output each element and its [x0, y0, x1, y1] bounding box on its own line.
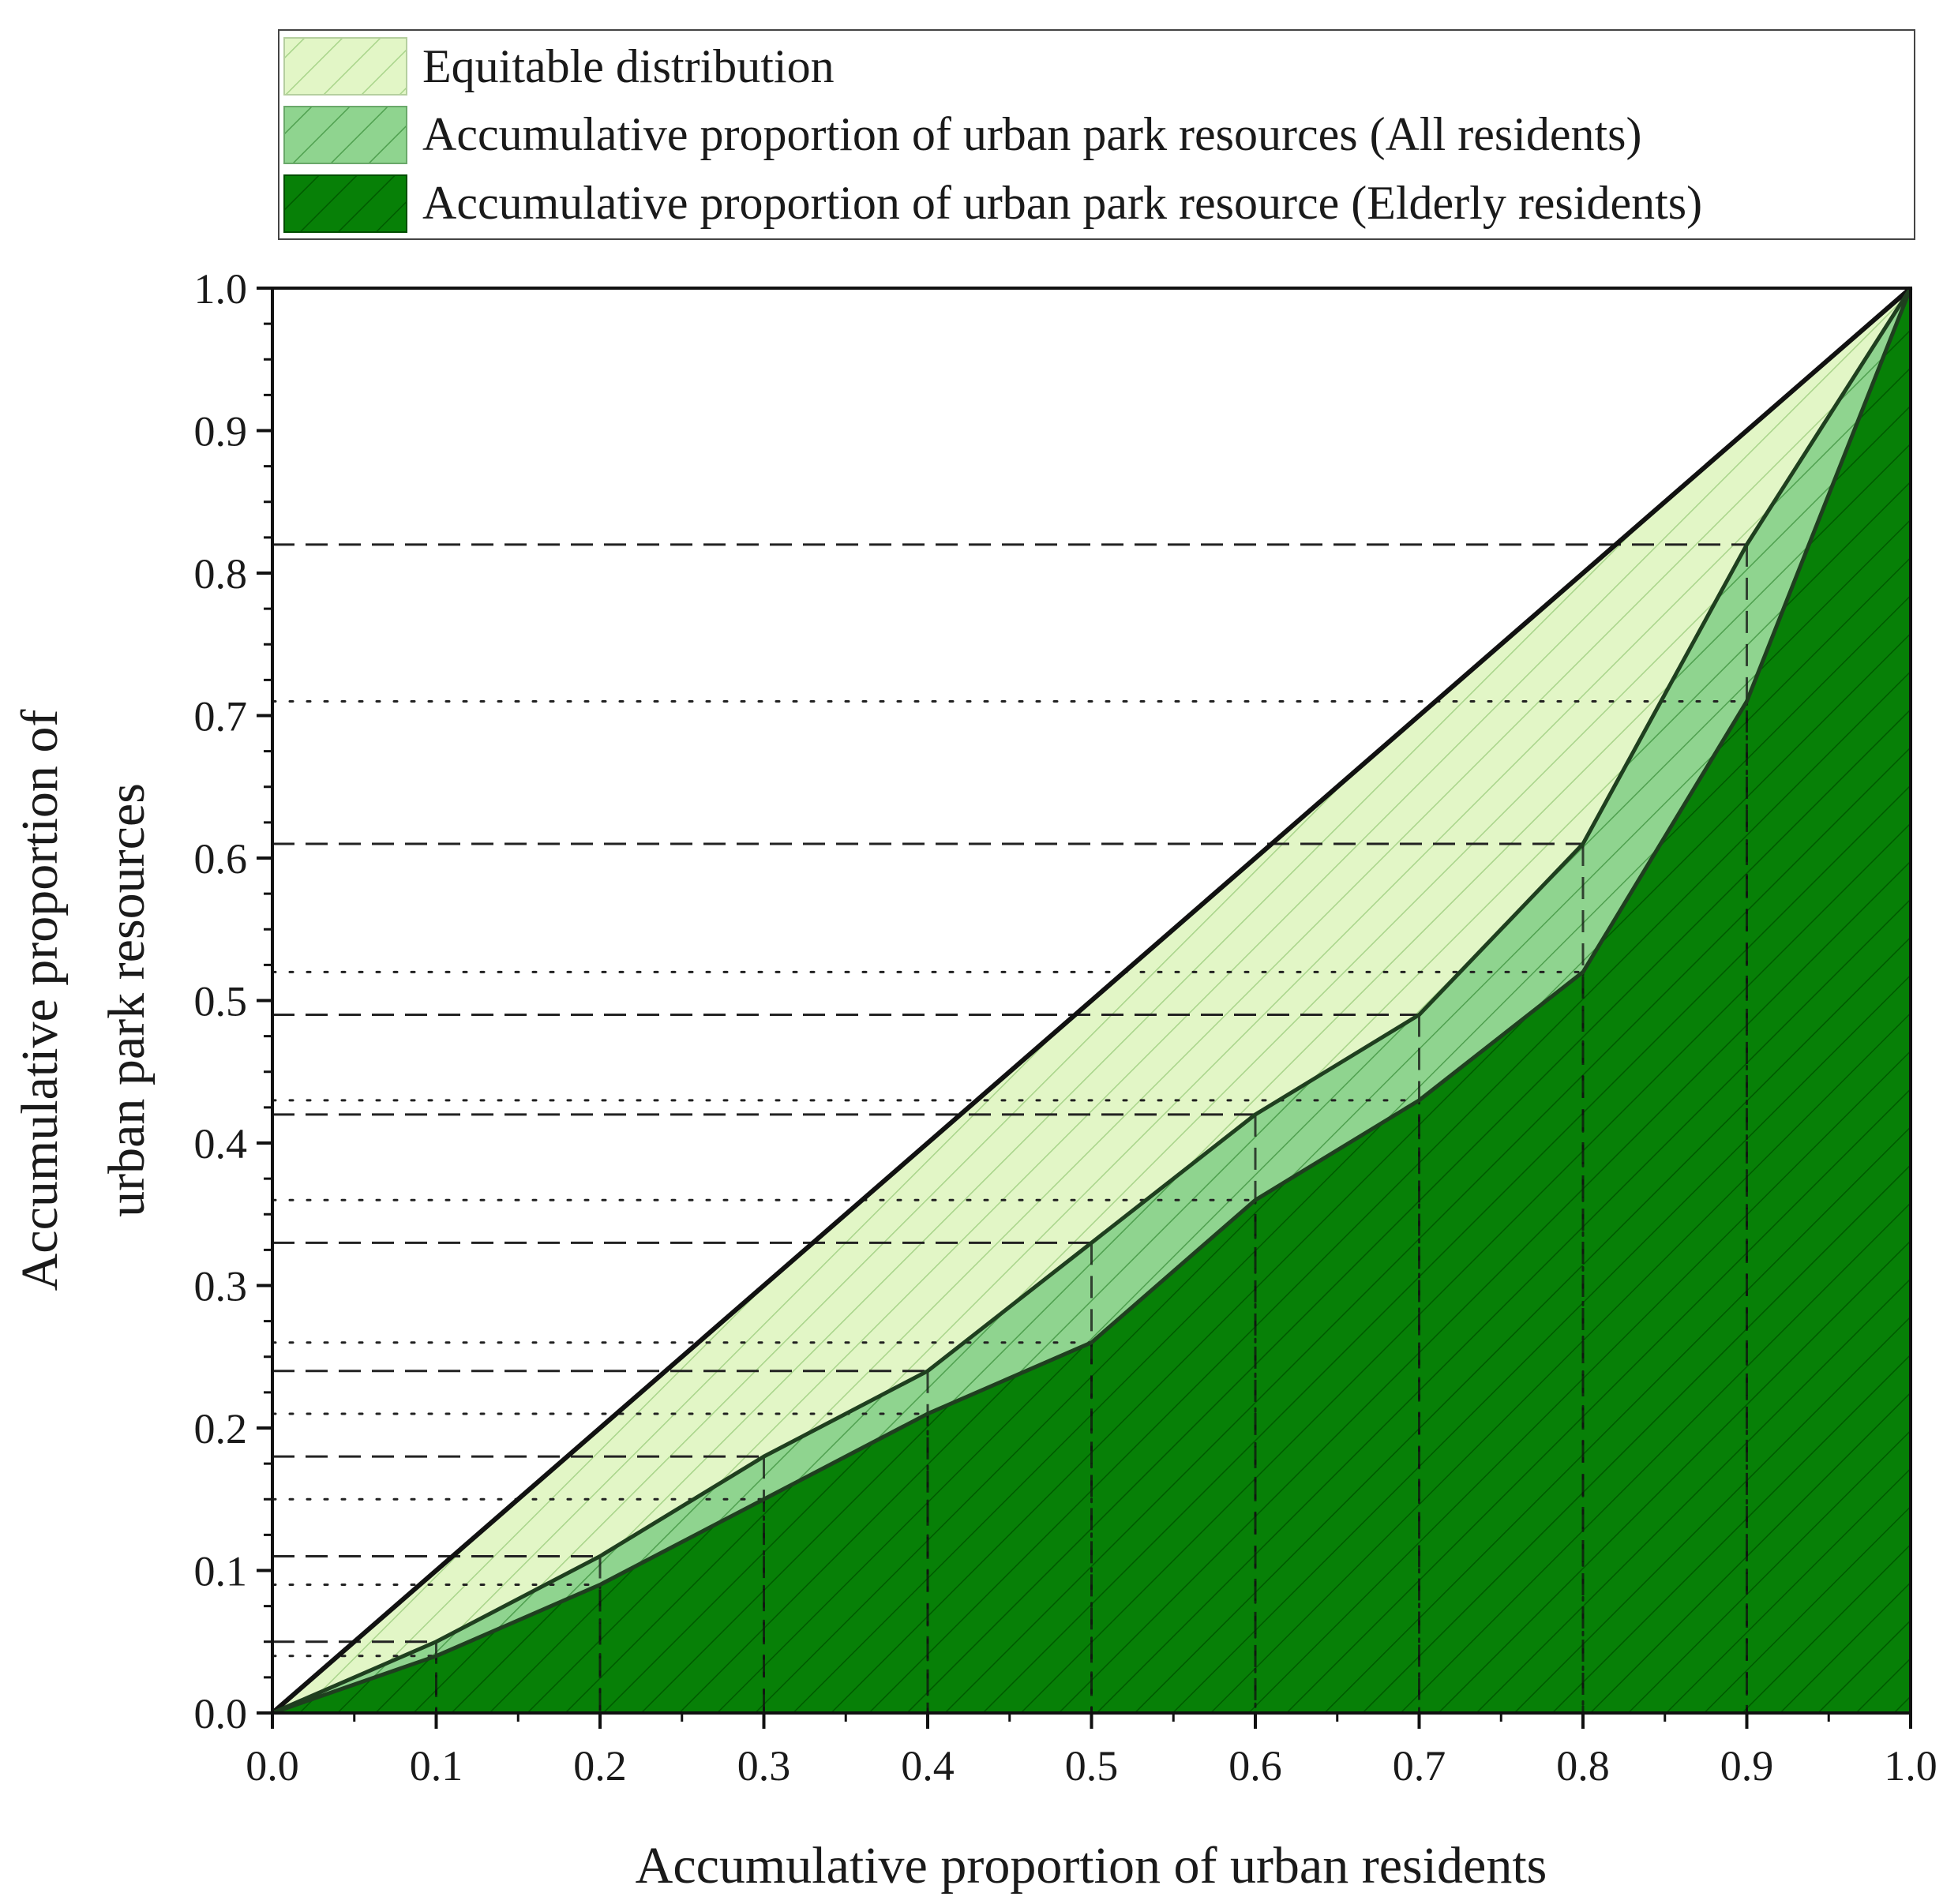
x-tick-label-0: 0.0	[246, 1742, 299, 1790]
legend-label-all-residents: Accumulative proportion of urban park re…	[422, 108, 1642, 160]
x-tick-label-6: 0.6	[1228, 1742, 1282, 1790]
y-tick-label-1: 0.1	[194, 1548, 248, 1595]
y-tick-label-4: 0.4	[194, 1120, 248, 1168]
legend-swatch-all-residents	[283, 106, 407, 164]
series-line-accumulative-proportion-of-urban-park-resources-all-residents	[272, 287, 1913, 1715]
y-tick-label-0: 0.0	[194, 1690, 248, 1737]
x-tick-label-4: 0.4	[901, 1742, 955, 1790]
x-tick-label-10: 1.0	[1884, 1742, 1937, 1790]
y-tick-label-5: 0.5	[194, 978, 248, 1025]
legend-frame	[278, 29, 1915, 240]
x-tick-label-8: 0.8	[1556, 1742, 1610, 1790]
area-accumulative-proportion-of-urban-park-resource-elderly-residents	[272, 288, 1911, 1713]
y-tick-label-6: 0.6	[194, 835, 248, 883]
y-tick-label-9: 0.9	[194, 408, 248, 455]
y-tick-label-8: 0.8	[194, 550, 248, 598]
x-tick-label-1: 0.1	[410, 1742, 463, 1790]
x-tick-label-2: 0.2	[573, 1742, 627, 1790]
series-line-accumulative-proportion-of-urban-park-resource-elderly-residents	[272, 287, 1913, 1715]
x-tick-label-7: 0.7	[1393, 1742, 1446, 1790]
y-tick-label-3: 0.3	[194, 1263, 248, 1310]
legend-swatch-equitable	[283, 37, 407, 96]
y-axis-label-line-1: Accumulative proportion of	[11, 710, 69, 1291]
x-tick-label-3: 0.3	[737, 1742, 791, 1790]
x-tick-label-5: 0.5	[1065, 1742, 1119, 1790]
legend-label-equitable: Equitable distribution	[422, 40, 835, 92]
y-axis-label-line-2: urban park resources	[98, 783, 156, 1217]
legend-label-elderly-residents: Accumulative proportion of urban park re…	[422, 177, 1702, 229]
y-tick-label-2: 0.2	[194, 1405, 248, 1452]
x-tick-label-9: 0.9	[1720, 1742, 1774, 1790]
legend: Equitable distribution Accumulative prop…	[278, 29, 1915, 240]
y-tick-label-10: 1.0	[194, 265, 248, 313]
axes: 0.0 0.1 0.2 0.3 0.4 0.5 0.6 0.7 0.8 0.9 1.0 0.0 0.1 0…	[194, 265, 1937, 1790]
reference-lines	[271, 287, 1911, 1715]
y-axis-label: Accumulative proportion of urban park re…	[11, 710, 156, 1291]
series-line-equitable-distribution	[271, 286, 1912, 1715]
series-lines	[271, 286, 1913, 1715]
legend-swatch-elderly-residents	[283, 174, 407, 233]
x-axis-label: Accumulative proportion of urban residen…	[636, 1837, 1547, 1895]
y-tick-label-7: 0.7	[194, 693, 248, 740]
